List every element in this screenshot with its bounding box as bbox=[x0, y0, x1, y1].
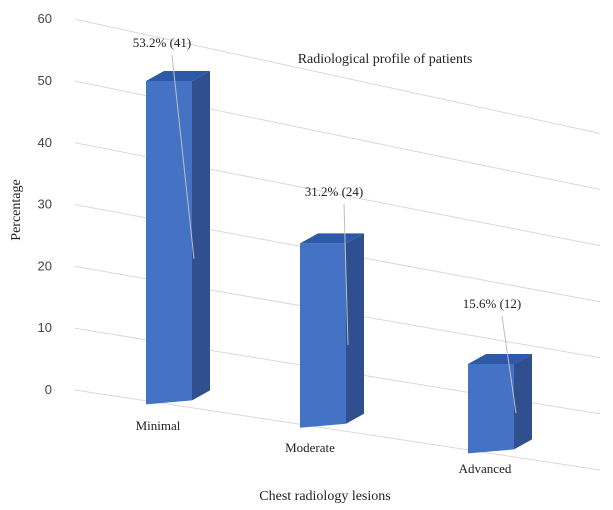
leader-line bbox=[171, 54, 195, 259]
data-labels: 53.2% (41) 31.2% (24) 15.6% (12) bbox=[133, 35, 522, 414]
y-axis-ticks: 0 10 20 30 40 50 60 bbox=[38, 11, 52, 397]
bars bbox=[146, 70, 532, 454]
y-axis-label: Percentage bbox=[9, 179, 24, 240]
y-tick-label: 50 bbox=[38, 73, 52, 88]
data-label: 53.2% (41) bbox=[133, 35, 192, 50]
bar-side bbox=[192, 70, 210, 401]
bar-top bbox=[146, 70, 210, 81]
y-tick-label: 60 bbox=[38, 11, 52, 26]
bar-top bbox=[300, 233, 364, 244]
leader-line bbox=[343, 203, 349, 345]
chart-title: Radiological profile of patients bbox=[298, 52, 473, 67]
x-axis-ticks: Minimal Moderate Advanced bbox=[136, 418, 512, 476]
bar bbox=[146, 70, 210, 405]
bar-top bbox=[468, 354, 532, 365]
bar-side bbox=[514, 354, 532, 450]
y-tick-label: 30 bbox=[38, 197, 52, 212]
bar bbox=[468, 354, 532, 454]
y-tick-label: 40 bbox=[38, 135, 52, 150]
x-axis-label: Chest radiology lesions bbox=[259, 489, 390, 504]
x-tick-label: Minimal bbox=[136, 418, 181, 433]
bar-front bbox=[300, 243, 346, 428]
leader-line bbox=[501, 315, 517, 414]
x-tick-label: Moderate bbox=[285, 440, 335, 455]
bar-front bbox=[146, 80, 192, 405]
x-tick-label: Advanced bbox=[459, 461, 512, 476]
bar bbox=[300, 233, 364, 428]
bar-front bbox=[468, 364, 514, 454]
data-label: 31.2% (24) bbox=[305, 184, 364, 199]
y-tick-label: 10 bbox=[38, 320, 52, 335]
y-tick-label: 20 bbox=[38, 258, 52, 273]
gridline bbox=[74, 389, 601, 471]
bar-side bbox=[346, 233, 364, 424]
y-tick-label: 0 bbox=[45, 382, 52, 397]
data-label: 15.6% (12) bbox=[463, 296, 522, 311]
gridline bbox=[74, 18, 601, 134]
